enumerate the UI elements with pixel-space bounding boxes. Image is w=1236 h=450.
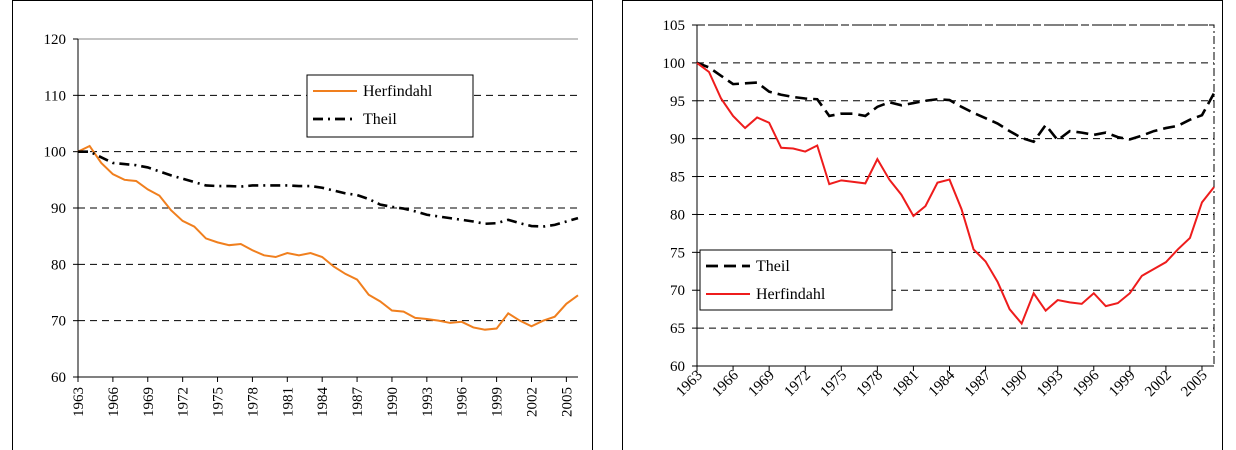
x-tick-label: 1969	[141, 387, 157, 417]
y-tick-label: 110	[44, 88, 66, 104]
x-tick-label: 1972	[176, 387, 192, 417]
x-tick-label: 1996	[1070, 367, 1103, 400]
x-tick-label: 1996	[455, 387, 471, 418]
x-tick-label: 1987	[350, 387, 366, 418]
y-tick-label: 70	[670, 283, 685, 299]
series-line	[696, 61, 1216, 144]
series-line	[696, 62, 1215, 326]
x-tick-label: 2005	[559, 387, 575, 417]
y-tick-label: 80	[670, 207, 685, 223]
legend-label: Herfindahl	[756, 286, 826, 303]
series-line	[77, 144, 579, 331]
y-tick-label: 90	[670, 132, 685, 148]
y-tick-label: 60	[670, 359, 685, 375]
y-tick-label: 105	[663, 18, 686, 34]
x-tick-label: 1993	[1034, 368, 1067, 401]
y-tick-label: 100	[663, 56, 686, 72]
x-tick-label: 1978	[245, 387, 261, 417]
legend-box	[699, 249, 893, 311]
y-tick-label: 100	[44, 145, 67, 161]
y-tick-label: 120	[44, 32, 67, 48]
legend-label: Herfindahl	[363, 83, 433, 100]
x-tick-label: 1984	[315, 387, 331, 418]
series-line	[78, 150, 579, 228]
left-panel-frame	[12, 0, 593, 450]
x-tick-label: 1966	[709, 367, 742, 400]
x-tick-label: 1975	[211, 387, 227, 417]
x-tick-label: 1984	[926, 367, 959, 400]
y-tick-label: 85	[670, 170, 685, 186]
x-tick-label: 1990	[998, 368, 1031, 401]
y-tick-label: 70	[51, 314, 66, 330]
x-tick-label: 1969	[745, 368, 778, 401]
x-tick-label: 1981	[890, 368, 923, 401]
x-tick-label: 1999	[490, 387, 506, 417]
y-tick-label: 80	[51, 257, 66, 273]
x-tick-label: 1963	[71, 387, 87, 417]
y-tick-label: 60	[51, 370, 66, 386]
legend-label: Theil	[363, 111, 397, 128]
x-tick-label: 1981	[280, 387, 296, 417]
y-tick-label: 75	[670, 245, 685, 261]
x-tick-label: 2002	[1142, 368, 1175, 401]
x-tick-label: 1966	[106, 387, 122, 418]
x-tick-label: 2005	[1178, 368, 1211, 401]
x-tick-label: 1975	[818, 368, 851, 401]
x-tick-label: 1978	[854, 368, 887, 401]
x-tick-label: 2002	[524, 387, 540, 417]
y-tick-label: 65	[670, 321, 685, 337]
legend-box	[306, 74, 474, 138]
right-panel-frame	[622, 0, 1223, 450]
x-tick-label: 1993	[420, 387, 436, 417]
legend-label: Theil	[756, 258, 790, 275]
x-tick-label: 1990	[385, 387, 401, 417]
x-tick-label: 1999	[1106, 368, 1139, 401]
y-tick-label: 90	[51, 201, 66, 217]
y-tick-label: 95	[670, 94, 685, 110]
x-tick-label: 1987	[962, 367, 995, 400]
x-tick-label: 1972	[782, 368, 815, 401]
